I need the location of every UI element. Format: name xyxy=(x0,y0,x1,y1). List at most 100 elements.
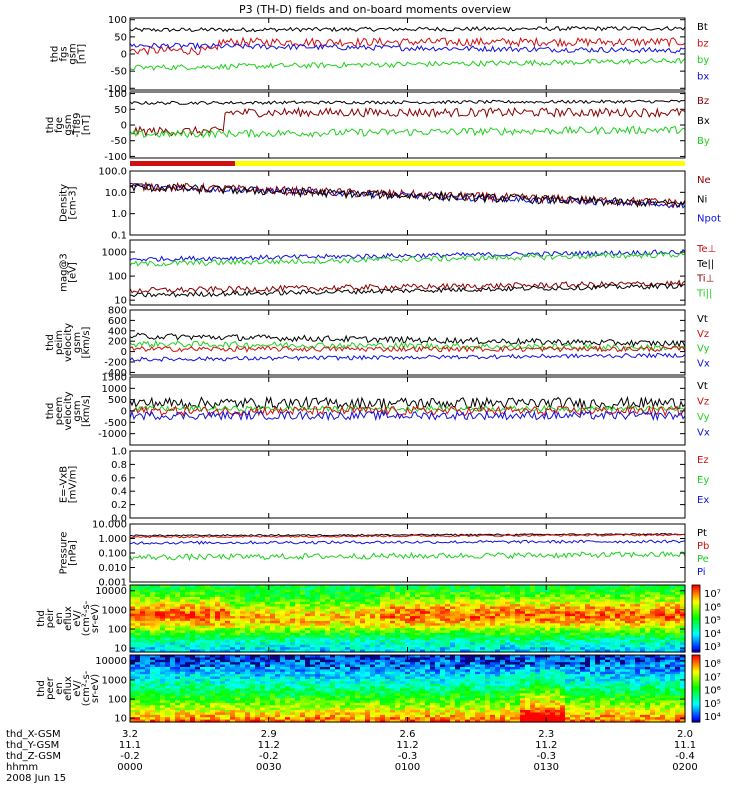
legend-Te⊥: Te⊥ xyxy=(696,244,716,255)
y-label-line: peer xyxy=(45,676,56,700)
panel-pressure: 10.0001.0000.1000.0100.001Pressure[nPa]P… xyxy=(59,520,710,589)
y-label-line: en xyxy=(54,682,65,695)
y-tick-label: 1000 xyxy=(102,248,127,259)
colorbar-tick: 10⁶ xyxy=(704,686,721,697)
legend-Pb: Pb xyxy=(697,541,709,552)
x-row-value: 11.2 xyxy=(535,740,557,751)
y-tick-label: 1000 xyxy=(102,605,127,616)
panel-density: 100.0 10.0 1.0 0.1 Density[cm-3] Ne Ni Npot xyxy=(59,167,721,242)
y-label-line: -Tf89 xyxy=(72,112,83,137)
y-tick-label: 100 xyxy=(108,625,127,636)
x-row-value: 11.1 xyxy=(674,740,696,751)
y-label-line: gsm xyxy=(63,114,74,135)
legend-Vt: Vt xyxy=(697,381,708,392)
y-tick-label: 0.100 xyxy=(98,549,127,560)
y-tick-label: 100 xyxy=(108,15,127,26)
legend-Pe: Pe xyxy=(697,554,709,565)
y-tick-label: 200 xyxy=(108,337,127,348)
x-row-value: 0130 xyxy=(534,762,559,773)
colorbar-tick: 10⁴ xyxy=(704,712,721,723)
y-label-line: [nT] xyxy=(77,44,88,64)
panel-peer: 10⁸ 10⁷ 10⁶ 10⁵ 10⁴ 10000 1000 100 10 thdpeerenef… xyxy=(36,654,721,725)
y-label-line: (cm²-s- xyxy=(81,600,92,636)
lines-pressure xyxy=(129,532,686,562)
x-row-label: hhmm xyxy=(6,762,38,773)
y-label-line: velocity xyxy=(63,391,74,430)
x-row-value: -0.3 xyxy=(398,751,418,762)
legend-Ni: Ni xyxy=(697,194,707,205)
spectrogram-peir xyxy=(130,585,686,653)
series-Pi xyxy=(129,539,686,545)
legend-Vy: Vy xyxy=(697,412,710,423)
series-Bx xyxy=(129,99,686,105)
legend-Npot: Npot xyxy=(697,214,721,225)
series-Ni xyxy=(129,183,686,209)
y-label-line: E=-VxB xyxy=(59,466,70,503)
panel-frame xyxy=(129,170,686,236)
y-tick-label: -100 xyxy=(104,84,127,95)
y-label-line: thd xyxy=(45,117,56,134)
x-row-value: 11.1 xyxy=(119,740,141,751)
legend-Bz: Bz xyxy=(697,96,709,107)
y-tick-label: 50 xyxy=(114,105,127,116)
spectrogram-peer xyxy=(130,655,686,723)
x-row-value: -0.2 xyxy=(120,751,140,762)
series-Vz xyxy=(129,404,686,417)
y-axis-label: mag@3[eV] xyxy=(59,253,79,292)
series-Pb xyxy=(129,533,685,539)
x-row-value: -0.4 xyxy=(675,751,695,762)
y-label-line: peir xyxy=(45,608,56,628)
y-tick-label: 0.6 xyxy=(111,473,127,484)
colorbar-tick: 10⁶ xyxy=(704,602,721,613)
x-row-value: 0030 xyxy=(256,762,281,773)
colorbar-tick: 10⁵ xyxy=(704,616,721,627)
panel-temp: 1000 100 10 mag@3[eV] Te⊥ Te|| Ti⊥ Ti|| xyxy=(59,239,716,307)
y-tick-label: 0 xyxy=(121,121,127,132)
x-row-value: 11.2 xyxy=(258,740,280,751)
y-tick-label: -1000 xyxy=(98,429,127,440)
colorbar-tick: 10⁷ xyxy=(704,589,721,600)
y-label-line: [km/s] xyxy=(81,326,92,358)
legend-Vy: Vy xyxy=(697,344,710,355)
lines-density xyxy=(129,181,686,209)
y-label-line: peim xyxy=(54,330,65,355)
y-tick-label: 0.8 xyxy=(111,460,127,471)
lines-peem xyxy=(129,395,686,422)
panel-peir: 10⁷ 10⁶ 10⁵ 10⁴ 10³ 10000 1000 100 10 thdpeirenef… xyxy=(36,584,721,655)
y-tick-label: 0.001 xyxy=(98,578,127,589)
series-Pe xyxy=(129,551,686,562)
panel-frame xyxy=(129,450,686,519)
y-label-line: thd xyxy=(45,334,56,351)
y-label-line: sr-eV) xyxy=(90,674,101,703)
y-tick-label: 0.0 xyxy=(111,514,127,525)
mode-bar-red xyxy=(130,161,235,166)
legend-Ti||: Ti|| xyxy=(696,288,712,299)
y-label-line: [eV] xyxy=(68,262,79,283)
legend-bx: bx xyxy=(697,72,709,83)
y-label-line: Density xyxy=(59,184,70,222)
y-label-line: [nT] xyxy=(81,115,92,135)
series-Vz xyxy=(129,345,686,353)
y-label-line: eV/ xyxy=(72,610,83,627)
y-label-line: (cm²-s- xyxy=(81,670,92,706)
x-row-value: 0000 xyxy=(117,762,142,773)
lines-fge xyxy=(129,99,686,139)
x-axis-labels: thd_X-GSM 3.2 2.9 2.6 2.3 2.0 thd_Y-GSM 11.1 11.… xyxy=(6,729,698,784)
y-label-line: sr-eV) xyxy=(90,604,101,633)
y-label-line: gsm xyxy=(72,400,83,421)
y-label-line: thd xyxy=(36,680,47,697)
y-axis-label: E=-VxB[mV/m] xyxy=(59,466,79,504)
colorbar-tick: 10⁵ xyxy=(704,699,721,710)
series-Vx xyxy=(129,352,686,362)
x-row-value: 2.9 xyxy=(261,729,277,740)
panel-frame xyxy=(129,239,686,306)
y-tick-label: 1000 xyxy=(102,384,127,395)
y-label-line: Pressure xyxy=(59,532,70,575)
y-label-line: en xyxy=(54,612,65,625)
legend-Bx: Bx xyxy=(697,116,710,127)
legend-Te||: Te|| xyxy=(696,259,714,270)
